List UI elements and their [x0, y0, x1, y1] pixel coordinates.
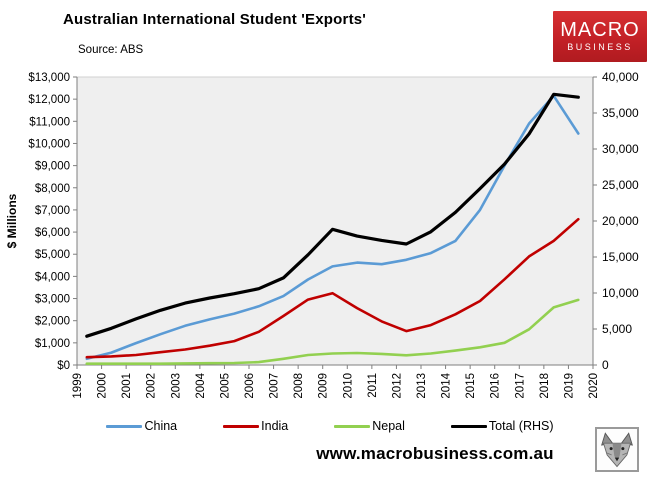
legend-line-sample: [334, 424, 371, 428]
axis-tick-label: $10,000: [28, 138, 70, 150]
series-line-india: [85, 217, 580, 359]
chart-legend: China India Nepal Total (RHS): [30, 414, 630, 438]
axis-tick-label: 2000: [97, 373, 109, 399]
axis-tick-label: 2005: [219, 373, 231, 399]
axis-tick-label: 2013: [416, 373, 428, 399]
axis-tick-label: 35,000: [602, 106, 639, 120]
axis-tick-label: 2003: [170, 373, 182, 399]
legend-label: Total (RHS): [488, 419, 554, 433]
axis-tick-label: $5,000: [35, 249, 70, 261]
axis-tick-label: 2006: [244, 373, 256, 399]
macrobusiness-logo: MACRO BUSINESS: [553, 11, 647, 62]
wolf-head-icon: [601, 432, 633, 468]
legend-item-total-rhs-: Total (RHS): [450, 419, 554, 433]
axis-tick-label: $6,000: [35, 227, 70, 239]
axis-tick-label: $9,000: [35, 161, 70, 173]
series-line-total-rhs-: [85, 92, 580, 338]
axis-tick-label: 20,000: [602, 214, 639, 228]
axis-tick-label: 5,000: [602, 322, 632, 336]
plot-area: [77, 77, 593, 365]
legend-line-sample: [106, 424, 143, 428]
footer-url: www.macrobusiness.com.au: [316, 444, 554, 463]
axis-tick-label: $12,000: [28, 94, 70, 106]
chart-title: Australian International Student 'Export…: [63, 11, 367, 28]
line-chart: $0 $1,000 $2,000 $3,000 $4,000 $5,000 $6,000 $7…: [5, 70, 639, 399]
axis-tick-label: 2004: [195, 372, 207, 398]
axis-tick-label: 2007: [269, 373, 281, 399]
legend-label: Nepal: [372, 419, 405, 433]
axis-tick-label: 0: [602, 358, 609, 372]
legend-label: India: [261, 419, 289, 433]
axis-tick-label: 2009: [318, 373, 330, 399]
axis-tick-label: 2015: [465, 373, 477, 399]
axis-tick-label: $0: [57, 360, 70, 372]
series-line-nepal: [85, 298, 580, 366]
axis-tick-label: 30,000: [602, 142, 639, 156]
legend-item-nepal: Nepal: [334, 419, 405, 433]
axis-tick-label: 40,000: [602, 70, 639, 84]
wolf-logo-box: [595, 427, 639, 472]
axis-tick-label: 10,000: [602, 286, 639, 300]
axis-tick-label: $8,000: [35, 183, 70, 195]
axis-tick-label: $7,000: [35, 205, 70, 217]
legend-label: China: [144, 419, 178, 433]
series-line-china: [85, 94, 580, 361]
axis-tick-label: 15,000: [602, 250, 639, 264]
axis-tick-label: $1,000: [35, 338, 70, 350]
axis-tick-label: $3,000: [35, 294, 70, 306]
axis-tick-label: 2020: [588, 373, 600, 399]
logo-line2: BUSINESS: [567, 42, 633, 52]
legend-line-sample: [450, 424, 487, 428]
axis-tick-label: 2001: [121, 373, 133, 399]
y-axis-title: $ Millions: [5, 193, 19, 248]
axis-tick-label: 25,000: [602, 178, 639, 192]
axis-tick-label: 2012: [391, 373, 403, 399]
axis-tick-label: 2010: [342, 373, 354, 399]
axis-tick-label: 2002: [146, 373, 158, 399]
axis-tick-label: 2011: [367, 373, 379, 398]
axis-tick-label: $11,000: [29, 116, 70, 128]
legend-line-sample: [223, 424, 260, 428]
axis-tick-label: $13,000: [28, 72, 70, 84]
axis-tick-label: 2017: [514, 373, 526, 399]
axis-tick-label: 2014: [441, 372, 453, 398]
axis-tick-label: $2,000: [35, 316, 70, 328]
axis-tick-label: $4,000: [35, 271, 70, 283]
chart-source: Source: ABS: [78, 44, 144, 56]
legend-item-china: China: [106, 419, 177, 433]
axis-tick-label: 1999: [72, 373, 84, 399]
logo-line1: MACRO: [560, 19, 640, 41]
axis-tick-label: 2008: [293, 373, 305, 399]
axis-tick-label: 2018: [539, 373, 551, 399]
axis-tick-label: 2016: [490, 373, 502, 399]
axis-tick-label: 2019: [563, 373, 575, 399]
legend-item-india: India: [223, 419, 288, 433]
